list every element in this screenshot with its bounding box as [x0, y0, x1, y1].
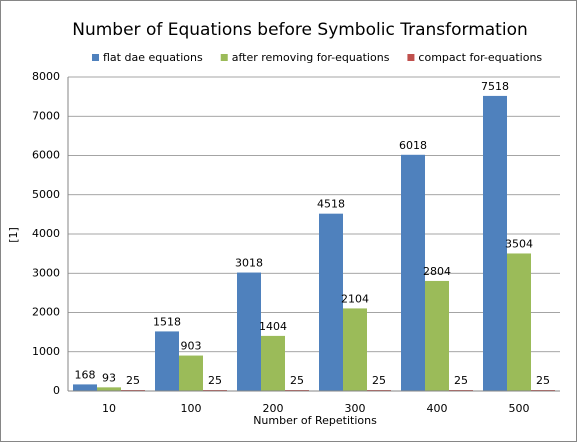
data-label: 2804	[423, 265, 451, 278]
bar	[401, 154, 425, 391]
data-label: 2104	[341, 292, 369, 305]
data-label: 903	[181, 340, 202, 353]
x-tick-label: 10	[102, 402, 116, 415]
y-tick-label: 4000	[32, 227, 60, 240]
bar	[319, 213, 343, 391]
legend-label: compact for-equations	[418, 51, 542, 64]
x-tick-label: 500	[509, 402, 530, 415]
x-tick-label: 200	[263, 402, 284, 415]
legend-label: flat dae equations	[103, 51, 203, 64]
data-label: 1518	[153, 315, 181, 328]
data-label: 3018	[235, 257, 263, 270]
data-label: 168	[75, 368, 96, 381]
data-label: 25	[372, 374, 386, 387]
bar	[155, 331, 179, 391]
chart-title: Number of Equations before Symbolic Tran…	[72, 20, 528, 40]
data-label: 25	[208, 374, 222, 387]
y-tick-label: 7000	[32, 109, 60, 122]
data-label: 7518	[481, 80, 509, 93]
y-tick-label: 6000	[32, 149, 60, 162]
data-label: 1404	[259, 320, 287, 333]
bar	[343, 308, 367, 391]
y-axis-title: [1]	[7, 227, 20, 243]
bar	[507, 253, 531, 391]
y-tick-label: 2000	[32, 306, 60, 319]
legend-swatch	[92, 54, 99, 61]
x-tick-label: 300	[345, 402, 366, 415]
legend-swatch	[220, 54, 228, 61]
bar	[73, 384, 97, 391]
x-axis-title: Number of Repetitions	[253, 414, 377, 427]
y-tick-label: 3000	[32, 266, 60, 279]
legend-label: after removing for-equations	[232, 51, 390, 64]
data-label: 25	[536, 374, 550, 387]
data-label: 6018	[399, 139, 427, 152]
bar	[483, 95, 507, 391]
data-label: 25	[290, 374, 304, 387]
y-tick-label: 1000	[32, 345, 60, 358]
data-label: 25	[454, 374, 468, 387]
bar	[425, 280, 449, 391]
y-tick-label: 0	[53, 384, 60, 397]
bar	[237, 272, 261, 391]
x-tick-label: 100	[181, 402, 202, 415]
data-label: 93	[102, 371, 116, 384]
bar	[179, 355, 203, 391]
data-label: 4518	[317, 198, 345, 211]
data-label: 3504	[505, 237, 533, 250]
bar	[97, 387, 121, 391]
data-label: 25	[126, 374, 140, 387]
legend-swatch	[407, 54, 415, 61]
bar	[261, 335, 285, 391]
y-tick-label: 5000	[32, 188, 60, 201]
x-tick-label: 400	[427, 402, 448, 415]
y-tick-label: 8000	[32, 70, 60, 83]
